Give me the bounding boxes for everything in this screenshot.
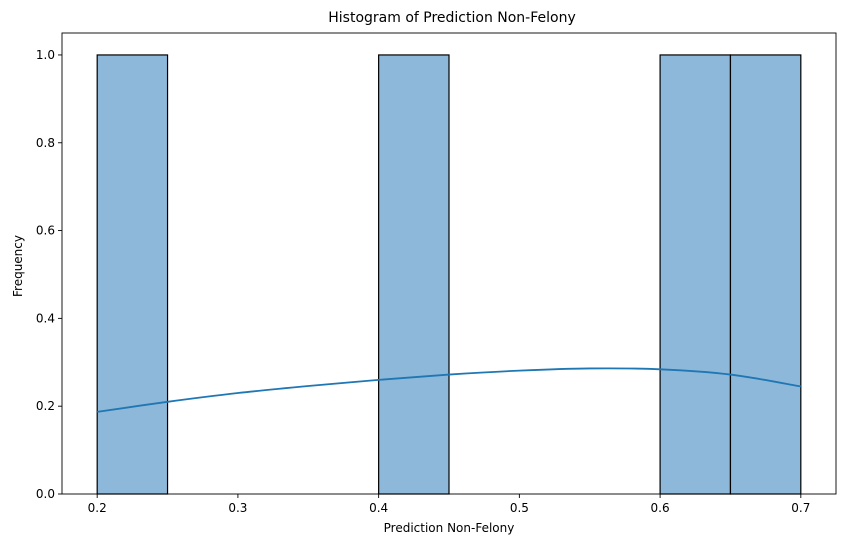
x-axis-label: Prediction Non-Felony — [384, 521, 515, 535]
histogram-bar-9 — [729, 54, 802, 495]
y-tick-label-2: 0.4 — [36, 311, 55, 325]
bars-group — [96, 54, 802, 495]
x-tick-label-5: 0.7 — [791, 501, 810, 515]
y-axis-ticks: 0.0 0.2 0.4 0.6 0.8 1.0 — [36, 48, 62, 501]
x-tick-label-2: 0.4 — [369, 501, 388, 515]
histogram-bar-8 — [659, 54, 732, 495]
y-tick-label-4: 0.8 — [36, 136, 55, 150]
histogram-bar-4 — [378, 54, 450, 495]
x-tick-label-1: 0.3 — [228, 501, 247, 515]
y-tick-label-0: 0.0 — [36, 487, 55, 501]
y-tick-label-1: 0.2 — [36, 399, 55, 413]
plot-frame — [61, 32, 837, 495]
kde-line — [97, 367, 801, 413]
y-axis-label: Frequency — [11, 235, 25, 297]
y-tick-label-3: 0.6 — [36, 224, 55, 238]
chart-title: Histogram of Prediction Non-Felony — [328, 10, 576, 26]
x-tick-label-0: 0.2 — [88, 501, 107, 515]
x-tick-label-3: 0.5 — [510, 501, 529, 515]
x-axis-ticks: 0.2 0.3 0.4 0.5 0.6 0.7 — [88, 494, 810, 515]
x-tick-label-4: 0.6 — [651, 501, 670, 515]
y-tick-label-5: 1.0 — [36, 48, 55, 62]
histogram-bar-0 — [96, 54, 169, 495]
